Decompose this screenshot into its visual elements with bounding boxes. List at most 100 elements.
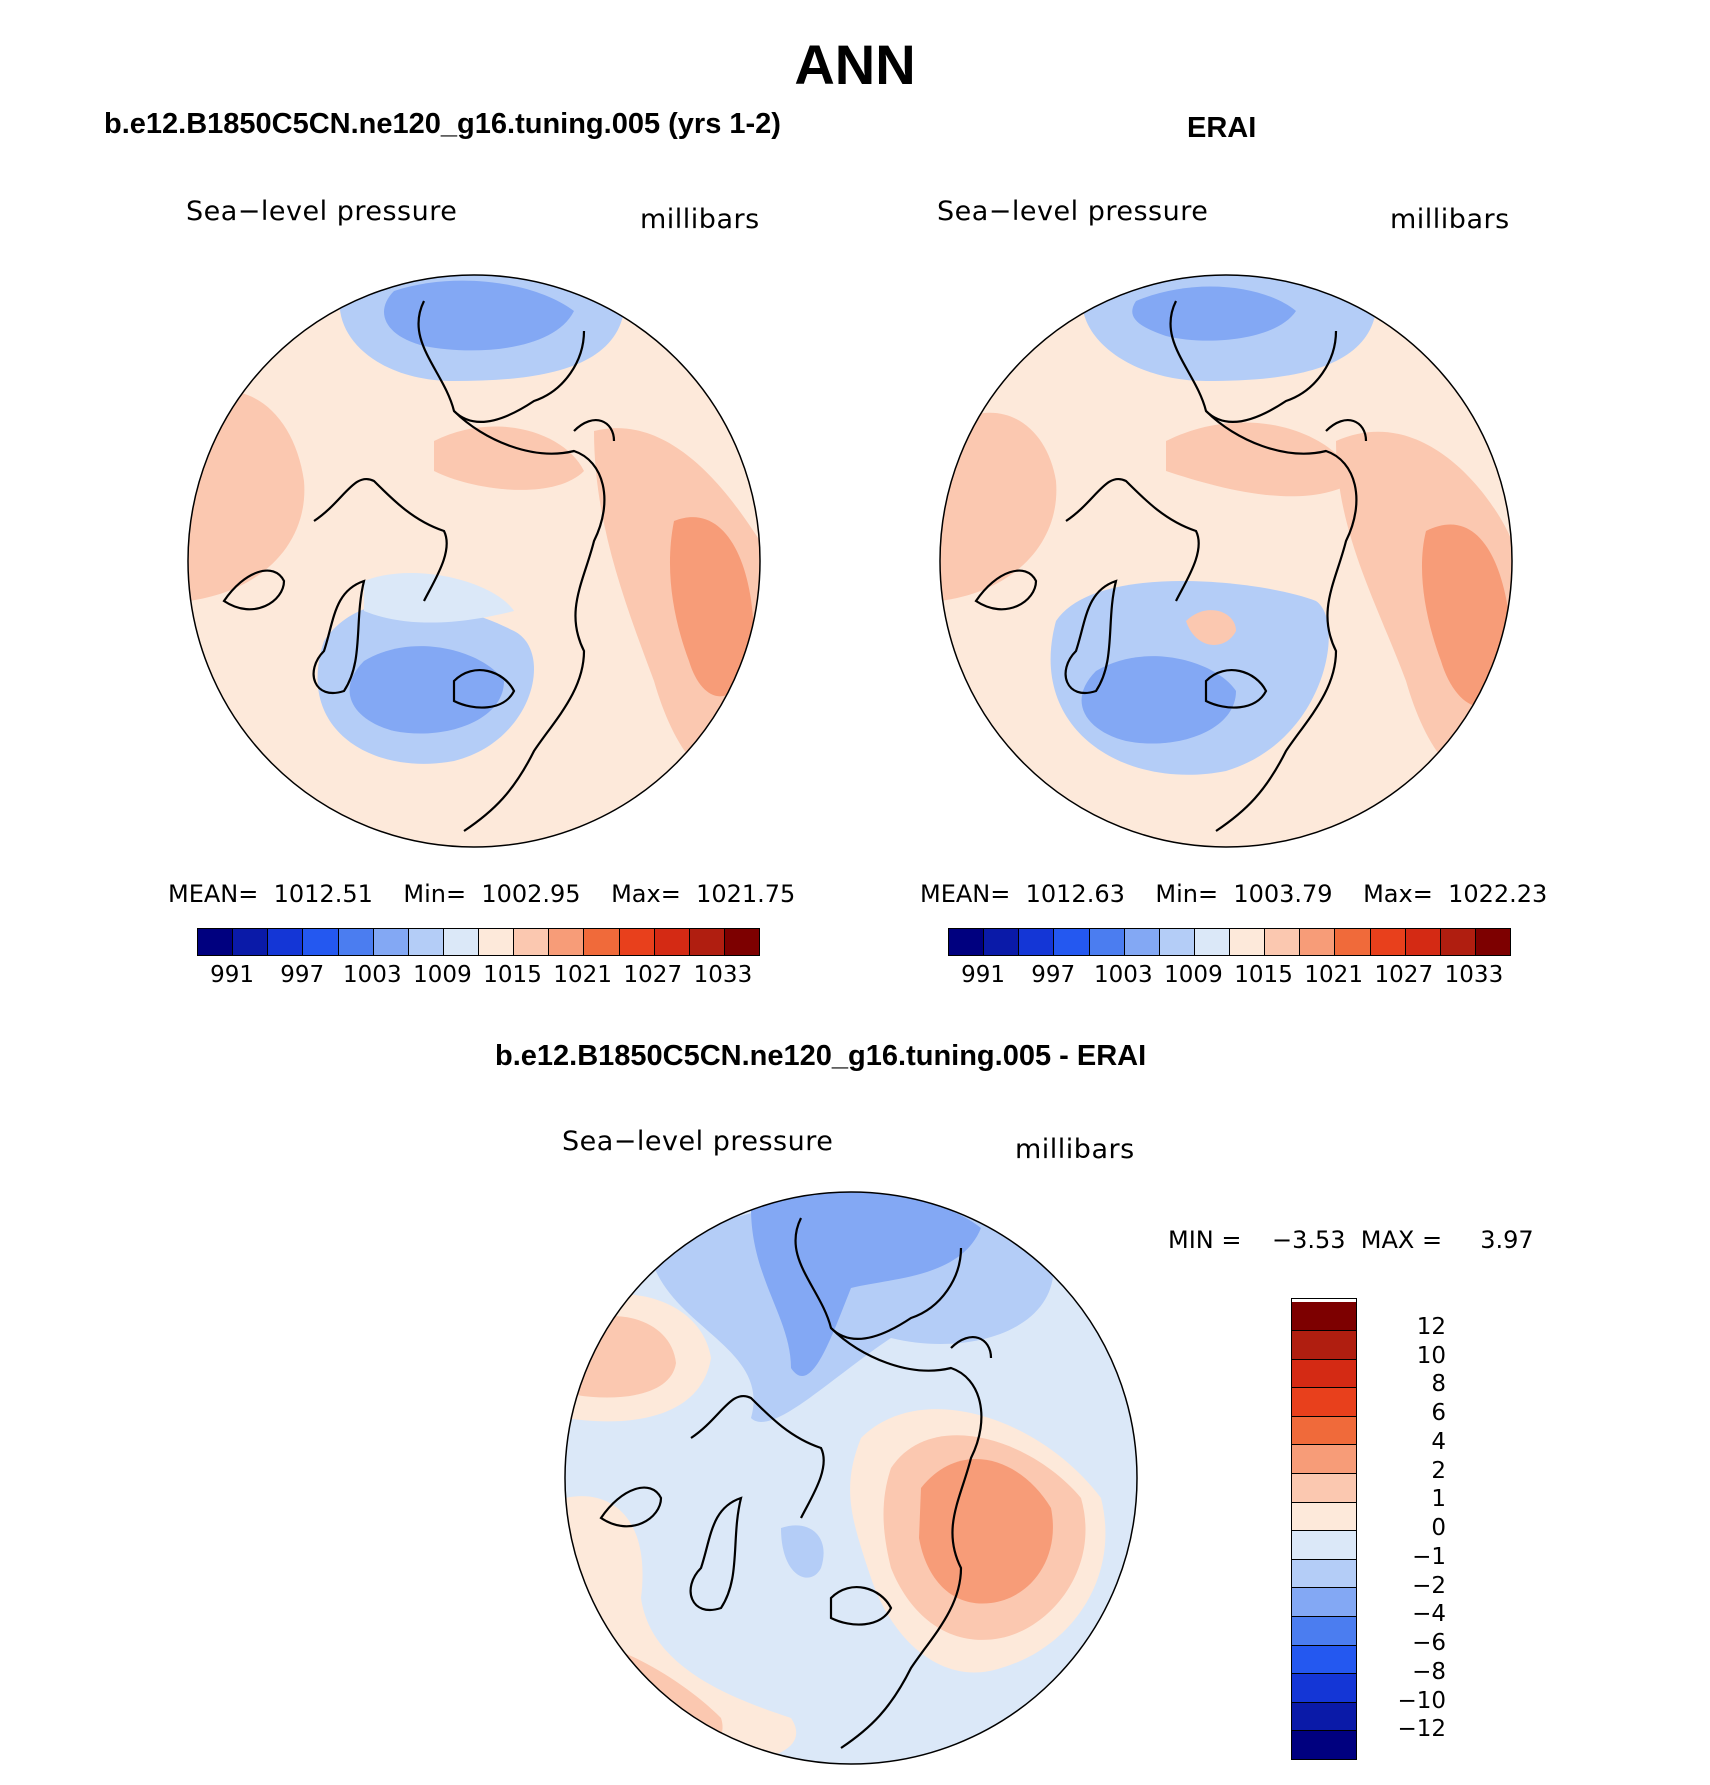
diff-units-label: millibars	[1015, 1134, 1135, 1165]
colorbar-tick-label: 1033	[1444, 962, 1504, 988]
colorbar-swatch	[1019, 929, 1055, 955]
colorbar-swatch	[479, 929, 515, 955]
colorbar-swatch	[949, 929, 985, 955]
model-panel-title: b.e12.B1850C5CN.ne120_g16.tuning.005 (yr…	[104, 108, 781, 140]
colorbar-tick-label: 991	[210, 962, 255, 988]
colorbar-swatch	[1292, 1387, 1356, 1416]
colorbar-tick-label: −4	[1412, 1601, 1446, 1628]
colorbar-swatch	[1405, 929, 1441, 955]
field-low-aleutian-core	[384, 280, 574, 351]
colorbar-tick-label: −10	[1397, 1687, 1446, 1714]
colorbar-swatch	[1054, 929, 1090, 955]
diff-panel-title: b.e12.B1850C5CN.ne120_g16.tuning.005 - E…	[495, 1040, 1147, 1072]
obs-colorbar	[948, 928, 1511, 956]
obs-colorbar-ticks: 991 997 1003 1009 1015 1021 1027 1033	[948, 962, 1509, 992]
model-colorbar-ticks: 991 997 1003 1009 1015 1021 1027 1033	[197, 962, 758, 992]
colorbar-swatch	[1230, 929, 1266, 955]
model-stats: MEAN= 1012.51 Min= 1002.95 Max= 1021.75	[168, 880, 796, 908]
colorbar-tick-label: 2	[1431, 1457, 1446, 1484]
colorbar-swatch	[514, 929, 550, 955]
field-high-eurasia	[434, 426, 584, 490]
colorbar-tick-label: 1033	[693, 962, 753, 988]
colorbar-swatch	[1089, 929, 1125, 955]
colorbar-swatch	[1124, 929, 1160, 955]
colorbar-tick-label: 1015	[483, 962, 542, 988]
field-high-atlantic	[188, 390, 305, 601]
colorbar-swatch	[1292, 1644, 1356, 1674]
colorbar-tick-label: 8	[1431, 1371, 1446, 1398]
figure-title: ANN	[794, 33, 916, 96]
colorbar-tick-label: 1015	[1234, 962, 1293, 988]
colorbar-tick-label: 997	[280, 962, 325, 988]
colorbar-swatch	[338, 929, 374, 955]
colorbar-tick-label: 12	[1416, 1313, 1446, 1340]
colorbar-swatch	[1292, 1530, 1356, 1559]
colorbar-swatch	[268, 929, 304, 955]
colorbar-swatch	[1292, 1701, 1356, 1731]
colorbar-swatch	[443, 929, 479, 955]
colorbar-swatch	[724, 929, 759, 955]
colorbar-tick-label: 1003	[1094, 962, 1153, 988]
colorbar-swatch	[198, 929, 234, 955]
field-low-icelandic-core	[349, 646, 504, 734]
colorbar-swatch	[1292, 1415, 1356, 1445]
colorbar-swatch	[619, 929, 655, 955]
model-variable-label: Sea−level pressure	[186, 196, 458, 227]
diff-variable-label: Sea−level pressure	[562, 1126, 834, 1157]
colorbar-swatch	[1292, 1444, 1356, 1474]
colorbar-swatch	[233, 929, 269, 955]
obs-units-label: millibars	[1390, 204, 1510, 235]
colorbar-tick-label: 1027	[623, 962, 683, 988]
colorbar-tick-label: 991	[961, 962, 1006, 988]
colorbar-swatch	[1292, 1558, 1356, 1588]
colorbar-swatch	[1265, 929, 1301, 955]
colorbar-tick-label: 1021	[553, 962, 612, 988]
colorbar-tick-label: 997	[1031, 962, 1076, 988]
colorbar-tick-label: 1027	[1374, 962, 1434, 988]
diff-colorbar	[1291, 1298, 1357, 1760]
colorbar-swatch	[1292, 1587, 1356, 1617]
colorbar-swatch	[1194, 929, 1230, 955]
colorbar-tick-label: −6	[1412, 1630, 1446, 1656]
colorbar-swatch	[303, 929, 339, 955]
colorbar-swatch	[1159, 929, 1195, 955]
colorbar-tick-label: 10	[1416, 1342, 1446, 1369]
diff-polar-map	[564, 1191, 1138, 1765]
colorbar-tick-label: −2	[1412, 1572, 1446, 1599]
colorbar-swatch	[1300, 929, 1336, 955]
colorbar-tick-label: 1009	[413, 962, 472, 988]
model-units-label: millibars	[640, 204, 760, 235]
colorbar-tick-label: 1021	[1304, 962, 1363, 988]
colorbar-swatch	[1292, 1330, 1356, 1359]
colorbar-swatch	[1292, 1673, 1356, 1702]
colorbar-tick-label: 4	[1431, 1428, 1446, 1455]
diff-colorbar-ticks: −12 −10 −8 −6 −4 −2 −1 0 1 2 4 6 8 10 12	[1366, 1298, 1446, 1758]
colorbar-tick-label: −8	[1412, 1658, 1446, 1685]
colorbar-swatch	[549, 929, 585, 955]
colorbar-swatch	[689, 929, 725, 955]
colorbar-swatch	[1292, 1616, 1356, 1645]
colorbar-swatch	[1292, 1301, 1356, 1331]
colorbar-tick-label: −1	[1412, 1543, 1446, 1570]
field-low-greenland	[364, 572, 514, 623]
obs-variable-label: Sea−level pressure	[937, 196, 1209, 227]
colorbar-swatch	[1440, 929, 1476, 955]
colorbar-tick-label: −12	[1397, 1716, 1446, 1743]
colorbar-swatch	[408, 929, 444, 955]
colorbar-swatch	[1292, 1501, 1356, 1531]
colorbar-swatch	[984, 929, 1020, 955]
colorbar-tick-label: 1003	[343, 962, 402, 988]
colorbar-swatch	[1292, 1473, 1356, 1502]
model-colorbar	[197, 928, 760, 956]
colorbar-swatch	[1370, 929, 1406, 955]
colorbar-swatch	[1292, 1358, 1356, 1388]
coastlines	[222, 300, 616, 832]
colorbar-tick-label: 1	[1431, 1486, 1446, 1513]
field-high-pacific-core	[669, 517, 754, 697]
colorbar-swatch	[1475, 929, 1510, 955]
model-polar-map	[187, 274, 761, 848]
obs-panel-title: ERAI	[1187, 112, 1257, 144]
obs-stats: MEAN= 1012.63 Min= 1003.79 Max= 1022.23	[920, 880, 1548, 908]
colorbar-swatch	[654, 929, 690, 955]
colorbar-swatch	[373, 929, 409, 955]
